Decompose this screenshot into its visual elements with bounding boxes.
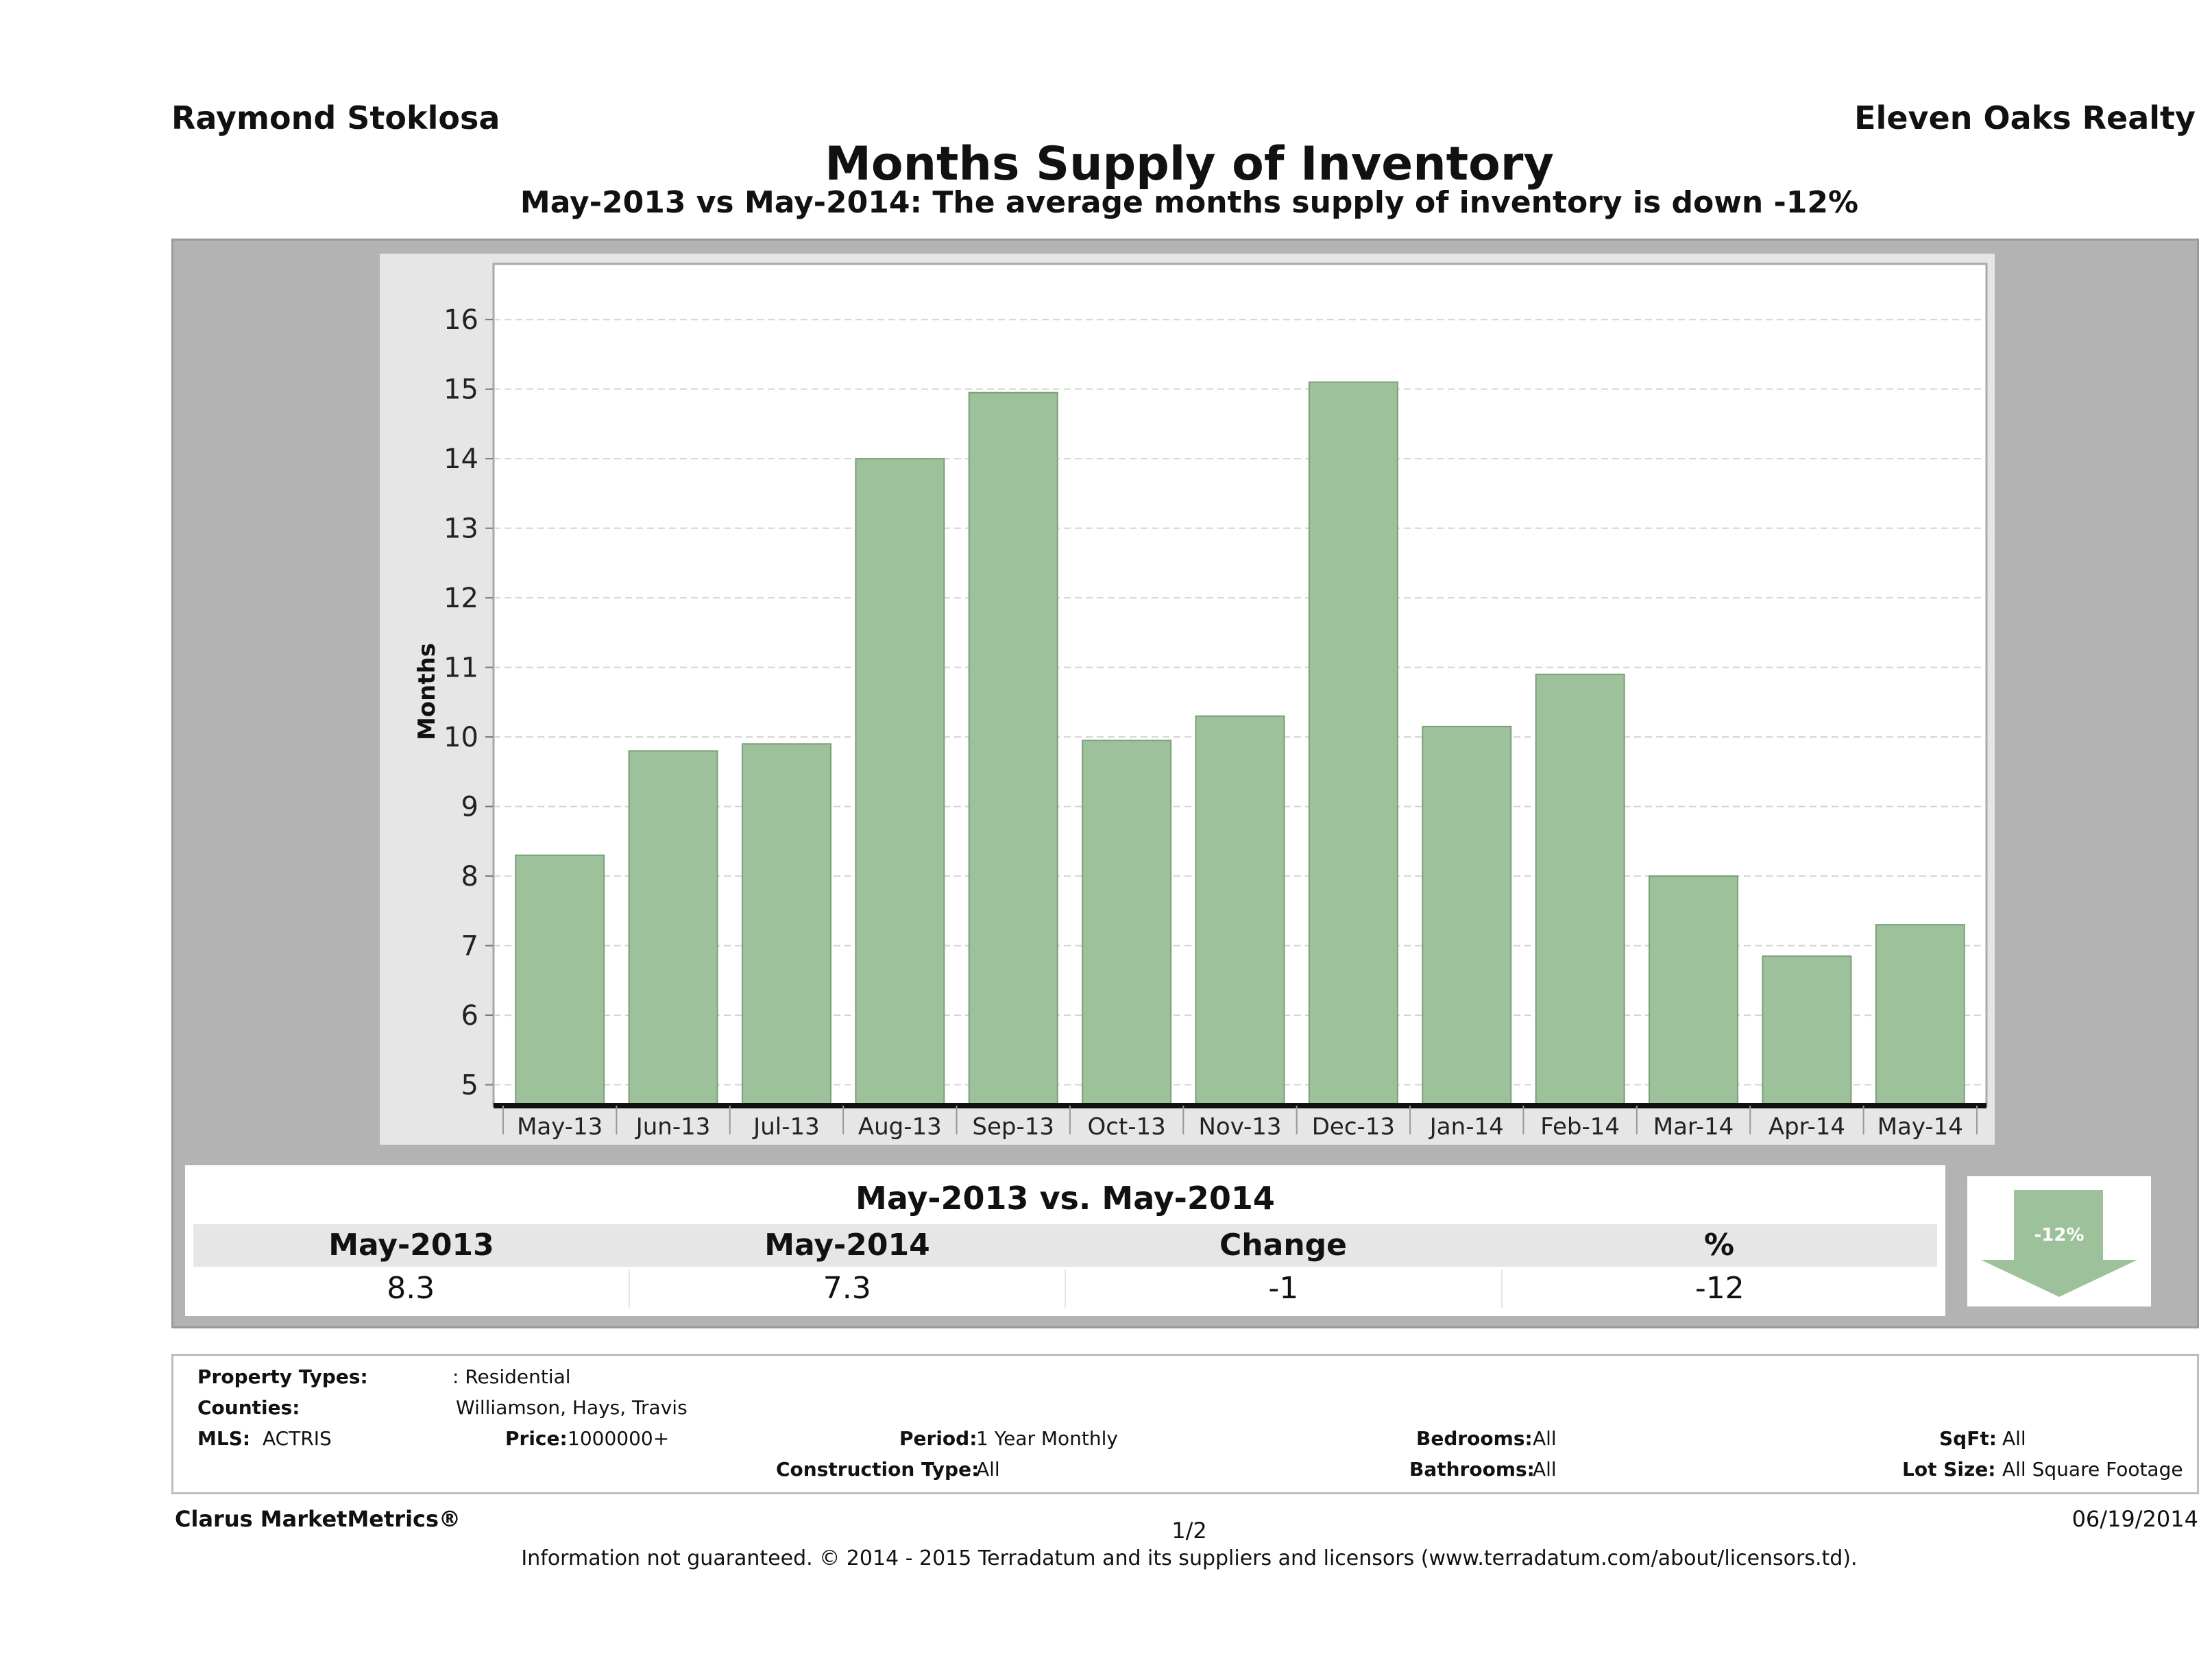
price-value: 1000000+ — [568, 1427, 670, 1450]
y-axis-label: Months — [413, 643, 441, 740]
bar-feb-14 — [1535, 673, 1625, 1106]
period-label: Period: — [899, 1427, 977, 1450]
y-tick-label: 11 — [443, 653, 478, 684]
property-types-value: : Residential — [452, 1365, 571, 1388]
price-label: Price: — [505, 1427, 568, 1450]
bedrooms-label: Bedrooms: — [1416, 1427, 1533, 1450]
mls-label: MLS: — [197, 1427, 251, 1450]
y-tick-label: 10 — [443, 722, 478, 753]
x-tick-label: Apr-14 — [1769, 1113, 1845, 1141]
x-tick-label: Dec-13 — [1312, 1113, 1395, 1141]
y-tick-label: 5 — [461, 1070, 478, 1102]
counties-value: Williamson, Hays, Travis — [456, 1396, 688, 1419]
summary-value-end: 7.3 — [630, 1269, 1066, 1308]
y-tick-label: 13 — [443, 513, 478, 545]
footer-brand: Clarus MarketMetrics® — [175, 1506, 461, 1532]
report-title: Months Supply of Inventory — [825, 137, 1554, 191]
bar-apr-14 — [1762, 955, 1852, 1106]
x-tick-label: Mar-14 — [1653, 1113, 1734, 1141]
summary-col-start: May-2013 — [328, 1228, 494, 1263]
months-supply-bar-chart: 5 6 7 8 9 10 11 12 13 14 15 16 Months May-13 Jun-13 Jul… — [413, 263, 1988, 1141]
bar-may-13 — [515, 854, 605, 1107]
report-subtitle: May-2013 vs May-2014: The average months… — [520, 185, 1859, 220]
summary-value-change: -1 — [1066, 1269, 1503, 1308]
y-tick-label: 15 — [443, 374, 478, 406]
x-tick-label: Nov-13 — [1199, 1113, 1282, 1141]
y-tick-label: 16 — [443, 304, 478, 336]
summary-value-percent: -12 — [1694, 1271, 1745, 1306]
bedrooms-value: All — [1533, 1427, 1557, 1450]
y-tick-label: 8 — [461, 861, 478, 892]
summary-col-change: Change — [1219, 1228, 1347, 1263]
y-tick-label: 12 — [443, 583, 478, 614]
bar-jul-13 — [741, 743, 831, 1106]
x-tick-label: Jun-13 — [635, 1113, 711, 1141]
bar-sep-13 — [968, 391, 1058, 1106]
disclaimer: Information not guaranteed. © 2014 - 201… — [521, 1546, 1858, 1570]
sqft-value: All — [2002, 1427, 2026, 1450]
agent-name: Raymond Stoklosa — [171, 99, 500, 136]
company-name: Eleven Oaks Realty — [1854, 99, 2196, 136]
mls-value: ACTRIS — [263, 1427, 332, 1450]
construction-type-value: All — [976, 1458, 1000, 1481]
x-tick-label: Oct-13 — [1087, 1113, 1165, 1141]
page-number: 1/2 — [1171, 1518, 1207, 1544]
y-tick-label: 6 — [461, 1000, 478, 1032]
summary-col-percent: % — [1703, 1228, 1735, 1263]
search-criteria-panel — [171, 1354, 2199, 1494]
bar-may-14 — [1875, 924, 1965, 1106]
x-tick-label: Jan-14 — [1429, 1113, 1504, 1141]
property-types-label: Property Types: — [197, 1365, 368, 1388]
summary-value-row: 8.3 7.3 -1 -12 — [193, 1269, 1937, 1308]
counties-label: Counties: — [197, 1396, 300, 1419]
report-date: 06/19/2014 — [2071, 1506, 2198, 1532]
change-indicator-label: -12% — [2034, 1225, 2085, 1245]
bar-dec-13 — [1308, 381, 1398, 1106]
y-tick-label: 14 — [443, 443, 478, 475]
bathrooms-value: All — [1533, 1458, 1557, 1481]
summary-heading: May-2013 vs. May-2014 — [193, 1176, 1937, 1221]
x-tick-label: Aug-13 — [858, 1113, 942, 1141]
bar-jun-13 — [628, 750, 718, 1106]
bar-oct-13 — [1082, 740, 1172, 1106]
summary-header-row: May-2013 May-2014 Change % — [193, 1224, 1937, 1267]
summary-col-end: May-2014 — [764, 1228, 930, 1263]
x-tick-label: Feb-14 — [1540, 1113, 1620, 1141]
bar-nov-13 — [1195, 715, 1285, 1106]
sqft-label: SqFt: — [1939, 1427, 1997, 1450]
construction-type-label: Construction Type: — [776, 1458, 980, 1481]
period-value: 1 Year Monthly — [976, 1427, 1119, 1450]
bar-jan-14 — [1422, 725, 1512, 1106]
x-tick-label: Jul-13 — [752, 1113, 820, 1141]
summary-value-start: 8.3 — [193, 1269, 630, 1308]
x-tick-label: Sep-13 — [972, 1113, 1054, 1141]
bar-aug-13 — [855, 458, 945, 1106]
down-arrow-icon — [1981, 1190, 2137, 1297]
lot-size-label: Lot Size: — [1902, 1458, 1996, 1481]
y-tick-label: 9 — [461, 792, 478, 823]
lot-size-value: All Square Footage — [2002, 1458, 2183, 1481]
bar-mar-14 — [1649, 875, 1739, 1106]
x-tick-label: May-13 — [517, 1113, 603, 1141]
bathrooms-label: Bathrooms: — [1409, 1458, 1535, 1481]
x-tick-label: May-14 — [1877, 1113, 1963, 1141]
y-tick-label: 7 — [461, 931, 478, 962]
